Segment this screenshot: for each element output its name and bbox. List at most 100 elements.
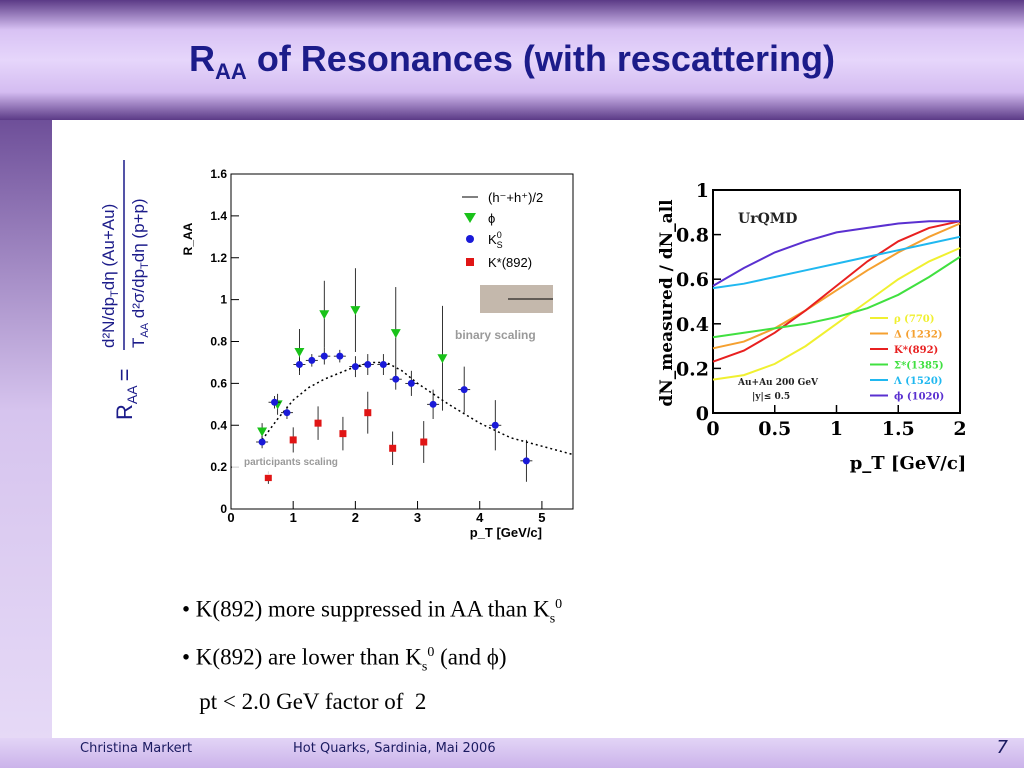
legend-label: Σ*(1385) [894,361,944,372]
legend-label: ϕ (1020) [894,392,944,403]
kstar-point [420,438,428,446]
legend-kstar-marker [466,258,474,266]
y-axis-label: dN_measured / dN_all [657,199,677,407]
bullet-list: • K(892) more suppressed in AA than Ks0 … [182,588,562,719]
y-tick-label: 0.8 [676,225,709,247]
phi-point [294,347,305,357]
kstar-point [339,430,347,438]
title-subscript: AA [215,59,247,85]
y-tick-label: 0.8 [210,335,227,349]
x-tick-label: 0 [706,418,719,440]
kstar-point [364,409,372,417]
x-tick-label: 0.5 [758,418,791,440]
k0s-point [364,361,372,369]
urqmd-series-line [712,247,961,381]
participants-scaling-box [232,457,304,475]
legend-phi-label: ϕ [488,211,495,226]
k0s-point [295,361,303,369]
k0s-point [429,400,437,408]
y-tick-label: 0.4 [210,418,227,432]
phi-point [319,310,330,320]
y-tick-label: 1 [220,293,227,307]
kstar-point [264,474,272,482]
k0s-point [283,409,291,417]
k0s-point [407,379,415,387]
urqmd-plot: 0 0.5 1 1.5 2 0 0.2 0.4 0.6 0.8 1 dN_measured / dN_… [648,153,999,483]
k0s-point [271,398,279,406]
x-axis-label: p_T [GeV/c] [850,453,967,474]
footer-event: Hot Quarks, Sardinia, Mai 2006 [293,741,496,756]
urqmd-series-line [712,220,961,363]
urqmd-series-line [712,235,961,290]
legend-label: K*(892) [894,345,938,356]
x-tick-label: 5 [538,510,545,525]
legend-phi-marker [464,213,476,223]
y-tick-label: 1.6 [210,167,227,181]
bullet-item: • K(892) are lower than Ks0 (and ϕ) [182,644,507,675]
urqmd-system-label: Au+Au 200 GeV [737,378,819,388]
k0s-point [351,363,359,371]
x-tick-label: 2 [352,510,359,525]
legend-label: Λ (1520) [893,376,943,387]
phi-point [390,329,401,339]
x-tick-label: 1.5 [882,418,915,440]
legend-hadron-label: (h⁻+h⁺)/2 [488,190,543,205]
binary-scaling-label: binary scaling [455,328,536,342]
y-tick-label: 0.6 [676,269,709,291]
legend-k0s-marker [466,235,474,243]
raa-legend: (h⁻+h⁺)/2 ϕ KS0 K*(892) [462,190,543,270]
kstar-point [314,419,322,427]
raa-plot: 0 1 2 3 4 5 0 0.2 0.4 0.6 0.8 1 1.2 1.4 1.6 R_AA p_T [Ge… [170,127,622,563]
x-tick-label: 3 [414,510,421,525]
y-tick-label: 0.4 [676,314,709,336]
x-axis-label: p_T [GeV/c] [470,525,542,540]
urqmd-plot-background [648,153,999,483]
k0s-point [491,421,499,429]
urqmd-legend: ρ (770) Δ (1232) K*(892) Σ*(1385) Λ (1520) ϕ … [870,314,944,403]
y-tick-label: 1 [696,180,709,202]
bullet-item: pt < 2.0 GeV factor of 2 [182,688,427,714]
y-tick-label: 0 [220,502,227,516]
x-tick-label: 1 [290,510,297,525]
urqmd-series-line [712,222,961,350]
formula-numerator: d²N/dpTdη (Au+Au) [99,204,121,348]
phi-point [437,354,448,364]
y-tick-label: 0 [696,403,709,425]
left-decor-band [0,120,52,768]
title-rest: of Resonances (with rescattering) [246,38,835,79]
x-tick-label: 1 [830,418,843,440]
k0s-point [258,438,266,446]
formula-lhs: RAA= [112,369,140,420]
y-tick-label: 0.2 [676,358,709,380]
y-tick-label: 1.4 [210,209,227,223]
x-tick-label: 0 [227,510,234,525]
k0s-point [392,375,400,383]
participants-scaling-label: participants scaling [244,457,338,468]
kstar-point [289,436,297,444]
x-tick-label: 2 [953,418,966,440]
y-tick-label: 0.2 [210,460,227,474]
legend-label: ρ (770) [894,314,934,325]
k0s-point [308,356,316,364]
phi-point [350,306,361,316]
urqmd-model-label: UrQMD [738,211,797,227]
title-main: R [189,38,216,79]
k0s-point [336,352,344,360]
y-axis-label: R_AA [181,222,195,255]
y-tick-label: 0.6 [210,376,227,390]
footer-author: Christina Markert [80,741,193,756]
raa-formula: RAA= d²N/dpTdη (Au+Au) TAA d²σ/dpTdη (p+… [99,160,151,420]
y-tick-label: 1.2 [210,251,227,265]
k0s-point [522,457,530,465]
kstar-point [389,444,397,452]
bullet-item: • K(892) more suppressed in AA than Ks0 [182,596,563,627]
slide-title: RAA of Resonances (with rescattering) [0,38,1024,85]
footer-band [0,738,1024,768]
urqmd-cut-label: |y|≤ 0.5 [752,392,790,402]
legend-k0s-label: KS0 [488,230,503,250]
x-tick-label: 4 [476,510,484,525]
k0s-point [379,361,387,369]
phi-point [257,427,268,437]
k0s-point [460,386,468,394]
k0s-point [320,352,328,360]
